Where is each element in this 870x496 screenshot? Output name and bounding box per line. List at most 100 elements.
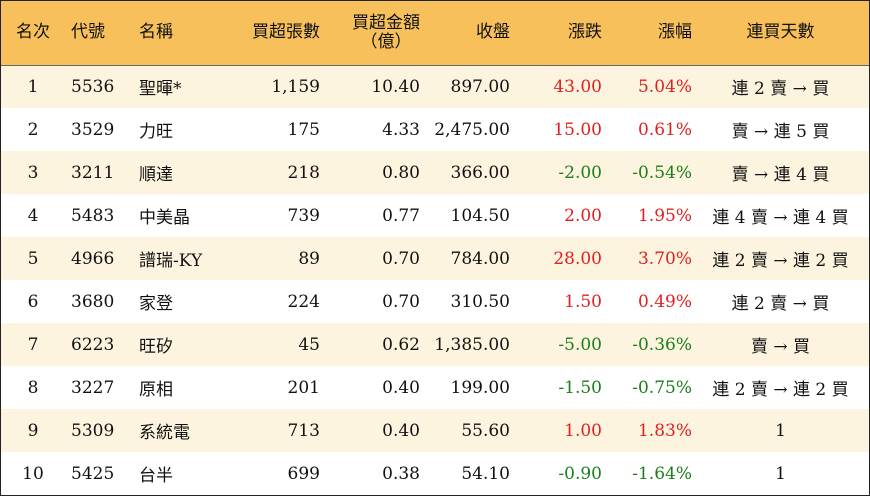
cell-name: 原相 — [139, 380, 173, 400]
cell-close: 310.50 — [450, 291, 510, 312]
cell-change: -1.50 — [558, 377, 602, 398]
header-buy-lots: 買超張數 — [227, 1, 320, 66]
header-buy-amount-line1: 買超金額 — [352, 12, 420, 33]
cell-name: 力旺 — [139, 122, 173, 142]
cell-buy-lots: 224 — [287, 291, 320, 312]
cell-change-pct: 1.83% — [637, 420, 692, 441]
cell-close: 1,385.00 — [434, 334, 510, 355]
cell-consecutive-days: 連 2 賣 → 買 — [731, 79, 830, 100]
cell-change-pct: -0.54% — [632, 162, 692, 183]
cell-buy-amount: 0.70 — [382, 291, 420, 312]
cell-change-pct: -0.75% — [632, 377, 692, 398]
cell-rank: 4 — [27, 205, 39, 226]
table-row: 3 3211 順達 218 0.80 366.00 -2.00 -0.54% 賣… — [1, 151, 869, 194]
header-name: 名稱 — [135, 1, 227, 66]
table-row: 10 5425 台半 699 0.38 54.10 -0.90 -1.64% 1 — [1, 452, 869, 495]
cell-code: 5309 — [71, 420, 115, 441]
cell-buy-amount: 4.33 — [382, 119, 420, 140]
cell-rank: 6 — [27, 291, 39, 312]
cell-code: 5425 — [71, 463, 115, 484]
table-row: 9 5309 系統電 713 0.40 55.60 1.00 1.83% 1 — [1, 409, 869, 452]
cell-change: 2.00 — [564, 205, 602, 226]
header-buy-amount-line2: （億） — [360, 31, 412, 52]
table-row: 4 5483 中美晶 739 0.77 104.50 2.00 1.95% 連 … — [1, 194, 869, 237]
table-body: 1 5536 聖暉* 1,159 10.40 897.00 43.00 5.04… — [1, 65, 869, 495]
cell-rank: 10 — [22, 463, 44, 484]
header-row: 名次 代號 名稱 買超張數 買超金額 （億） 收盤 漲跌 漲幅 連買天數 — [1, 1, 869, 66]
header-consecutive-days: 連買天數 — [692, 1, 869, 66]
cell-change: -2.00 — [558, 162, 602, 183]
cell-rank: 8 — [27, 377, 39, 398]
cell-consecutive-days: 賣 → 連 5 買 — [731, 122, 830, 142]
table-row: 6 3680 家登 224 0.70 310.50 1.50 0.49% 連 2… — [1, 280, 869, 323]
cell-consecutive-days: 賣 → 買 — [750, 337, 811, 357]
cell-close: 784.00 — [450, 248, 510, 269]
cell-buy-amount: 0.77 — [382, 205, 420, 226]
cell-buy-lots: 201 — [287, 377, 320, 398]
cell-close: 897.00 — [450, 76, 510, 97]
cell-change: 43.00 — [553, 76, 602, 97]
cell-consecutive-days: 連 4 賣 → 連 4 買 — [712, 208, 849, 228]
table-row: 2 3529 力旺 175 4.33 2,475.00 15.00 0.61% … — [1, 108, 869, 151]
cell-buy-amount: 0.40 — [382, 377, 420, 398]
cell-change: 1.00 — [564, 420, 602, 441]
cell-rank: 3 — [27, 162, 39, 183]
cell-buy-amount: 0.62 — [382, 334, 420, 355]
header-buy-amount-wrap: 買超金額 （億） — [352, 12, 420, 52]
cell-name: 中美晶 — [139, 208, 190, 228]
cell-buy-lots: 218 — [287, 162, 320, 183]
cell-change-pct: -1.64% — [632, 463, 692, 484]
table-row: 7 6223 旺矽 45 0.62 1,385.00 -5.00 -0.36% … — [1, 323, 869, 366]
cell-buy-amount: 0.40 — [382, 420, 420, 441]
cell-name: 台半 — [139, 466, 173, 486]
cell-name: 系統電 — [139, 423, 190, 443]
cell-rank: 9 — [27, 420, 39, 441]
cell-buy-amount: 0.38 — [382, 463, 420, 484]
cell-consecutive-days: 1 — [775, 463, 786, 484]
cell-consecutive-days: 1 — [775, 420, 786, 441]
cell-name: 家登 — [139, 294, 173, 314]
cell-change-pct: 0.61% — [637, 119, 692, 140]
cell-close: 104.50 — [450, 205, 510, 226]
cell-code: 5483 — [71, 205, 115, 226]
cell-consecutive-days: 連 2 賣 → 連 2 買 — [712, 380, 849, 400]
cell-buy-lots: 739 — [287, 205, 320, 226]
cell-code: 4966 — [71, 248, 115, 269]
cell-buy-lots: 1,159 — [271, 76, 320, 97]
cell-change: 28.00 — [553, 248, 602, 269]
cell-close: 54.10 — [461, 463, 510, 484]
cell-buy-amount: 0.70 — [382, 248, 420, 269]
header-change-pct: 漲幅 — [602, 1, 692, 66]
cell-consecutive-days: 連 2 賣 → 連 2 買 — [712, 251, 849, 271]
cell-code: 3680 — [71, 291, 115, 312]
cell-code: 6223 — [71, 334, 115, 355]
cell-name: 譜瑞-KY — [139, 251, 203, 271]
cell-close: 366.00 — [450, 162, 510, 183]
header-rank: 名次 — [1, 1, 65, 66]
cell-change-pct: -0.36% — [632, 334, 692, 355]
cell-rank: 5 — [27, 248, 39, 269]
cell-rank: 1 — [27, 76, 39, 97]
cell-change: -0.90 — [558, 463, 602, 484]
cell-buy-lots: 89 — [298, 248, 320, 269]
header-change: 漲跌 — [510, 1, 602, 66]
cell-rank: 7 — [27, 334, 39, 355]
cell-close: 199.00 — [450, 377, 510, 398]
cell-close: 55.60 — [461, 420, 510, 441]
cell-buy-lots: 45 — [298, 334, 320, 355]
cell-close: 2,475.00 — [434, 119, 510, 140]
header-close: 收盤 — [420, 1, 510, 66]
cell-change: -5.00 — [558, 334, 602, 355]
header-buy-amount: 買超金額 （億） — [320, 1, 420, 66]
header-code: 代號 — [65, 1, 135, 66]
cell-change: 1.50 — [564, 291, 602, 312]
cell-name: 順達 — [139, 165, 173, 185]
cell-code: 3227 — [71, 377, 115, 398]
cell-name: 聖暉* — [139, 79, 182, 100]
cell-change-pct: 0.49% — [637, 291, 692, 312]
cell-change-pct: 3.70% — [637, 248, 692, 269]
cell-buy-lots: 699 — [287, 463, 320, 484]
cell-buy-lots: 175 — [287, 119, 320, 140]
